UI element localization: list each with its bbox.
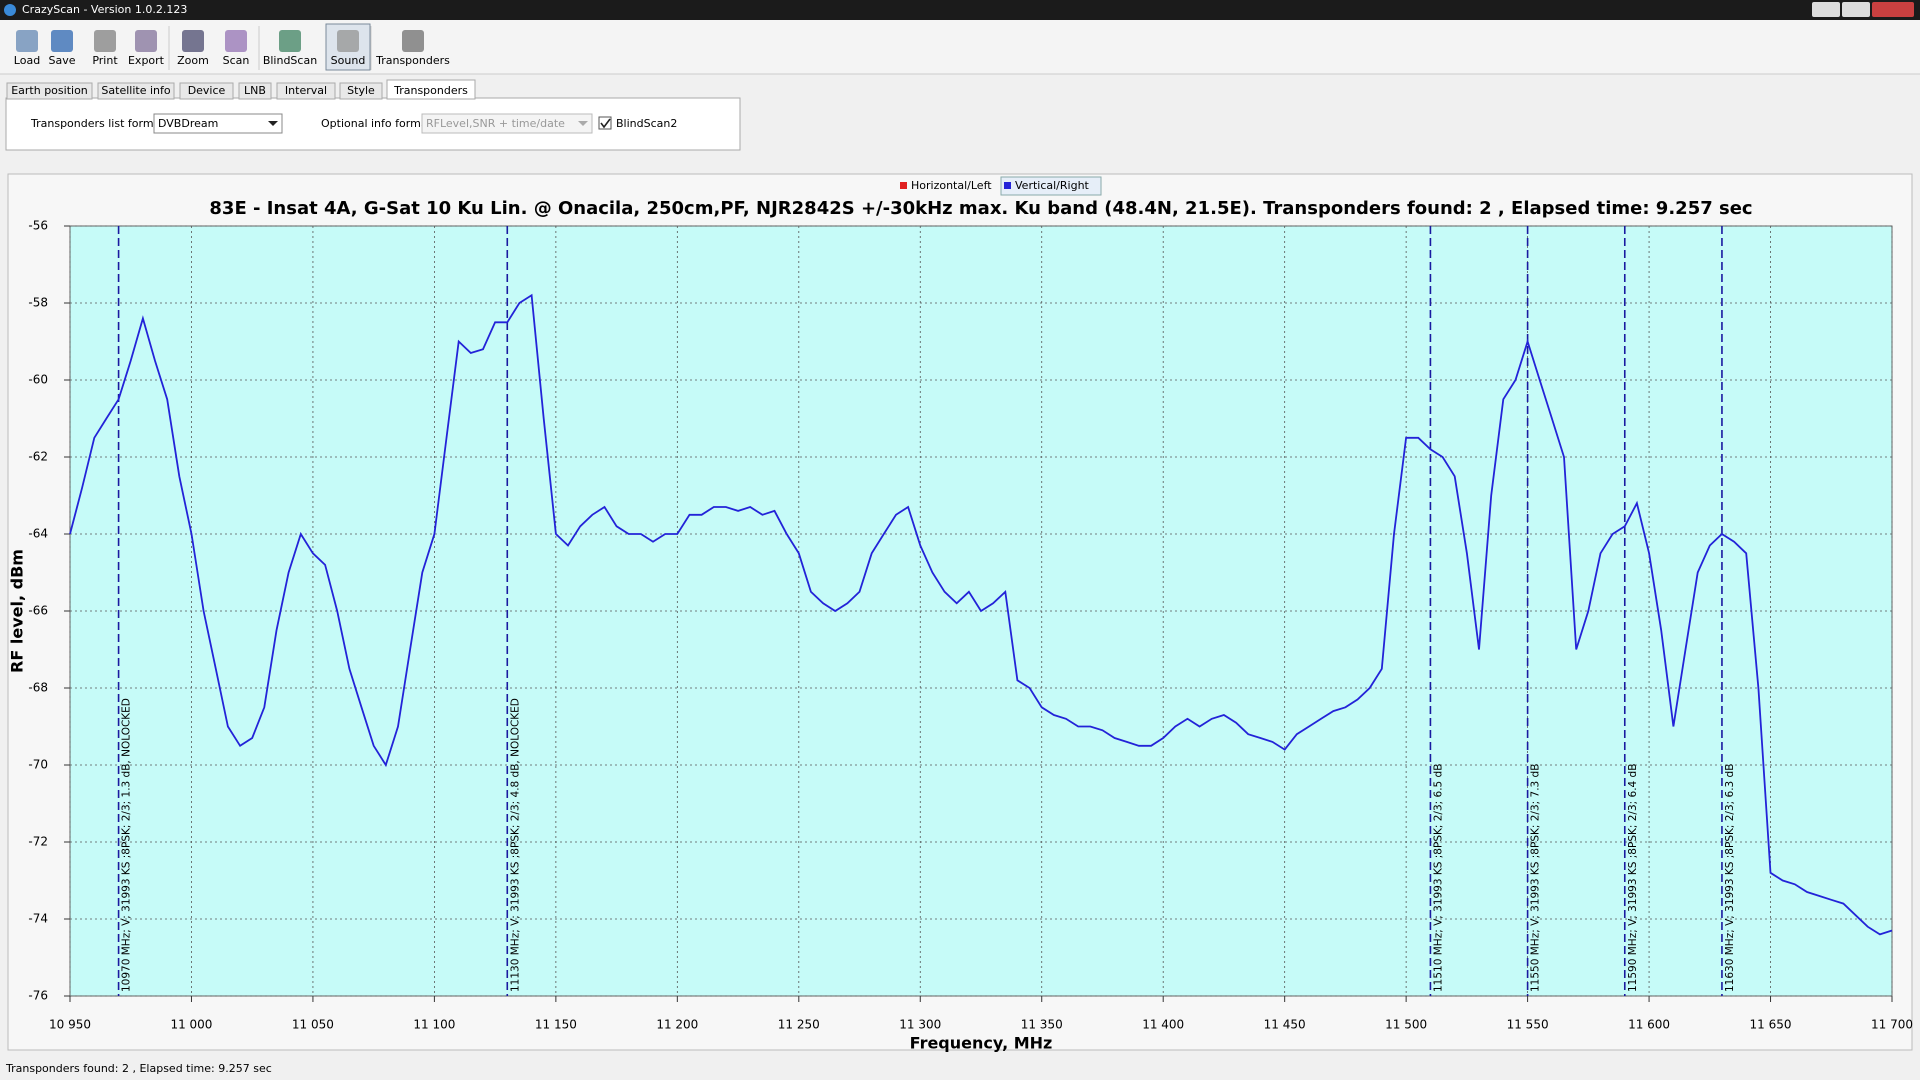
toolbar-icon[interactable] (182, 30, 204, 52)
x-tick-label: 11 400 (1142, 1018, 1184, 1032)
x-tick-label: 11 350 (1021, 1018, 1063, 1032)
x-tick-label: 11 550 (1507, 1018, 1549, 1032)
toolbar-icon[interactable] (16, 30, 38, 52)
close-button[interactable] (1872, 2, 1914, 17)
app-icon (4, 4, 16, 16)
toolbar-label[interactable]: Print (92, 54, 118, 67)
data-line (69, 293, 1893, 936)
tab-label[interactable]: Interval (285, 84, 327, 97)
tab-label[interactable]: LNB (244, 84, 266, 97)
y-tick-label: -70 (28, 758, 48, 772)
tab-label[interactable]: Device (188, 84, 226, 97)
transponder-label: 11590 MHz; V; 31993 KS ;8PSK; 2/3; 6.4 d… (1627, 764, 1639, 992)
x-tick-label: 11 300 (899, 1018, 941, 1032)
tab[interactable] (97, 82, 175, 100)
legend-selected (1000, 176, 1102, 196)
x-tick-label: 11 700 (1871, 1018, 1913, 1032)
tab-label[interactable]: Style (347, 84, 375, 97)
y-axis-label: RF level, dBm (8, 549, 27, 673)
transponder-label: 10970 MHz; V; 31993 KS ;8PSK; 2/3; 1.3 d… (121, 698, 133, 992)
toolbar-label[interactable]: Transponders (375, 54, 450, 67)
transponder-label: 11130 MHz; V; 31993 KS ;8PSK; 2/3; 4.8 d… (509, 698, 521, 992)
tab-label[interactable]: Earth position (11, 84, 88, 97)
y-tick-label: -56 (28, 219, 48, 233)
y-tick-label: -66 (28, 604, 48, 618)
toolbar-icon[interactable] (225, 30, 247, 52)
y-tick-label: -76 (28, 989, 48, 1003)
list-format-combo[interactable] (153, 113, 283, 134)
toolbar-label[interactable]: Zoom (177, 54, 209, 67)
legend-label[interactable]: Vertical/Right (1015, 179, 1090, 192)
legend-swatch[interactable] (900, 182, 907, 189)
check-mark[interactable] (600, 118, 611, 129)
status-text: Transponders found: 2 , Elapsed time: 9.… (5, 1062, 272, 1075)
info-format-combo (421, 113, 593, 134)
toolbar-label[interactable]: Scan (223, 54, 250, 67)
toolbar-label[interactable]: Sound (331, 54, 366, 67)
y-tick-label: -74 (28, 912, 48, 926)
toolbar-icon[interactable] (279, 30, 301, 52)
transponder-label: 11550 MHz; V; 31993 KS ;8PSK; 2/3; 7.3 d… (1530, 764, 1542, 992)
x-tick-label: 11 500 (1385, 1018, 1427, 1032)
tab[interactable] (386, 79, 476, 100)
blindscan-checkbox[interactable] (598, 116, 612, 130)
tab[interactable] (179, 82, 234, 100)
tab-label[interactable]: Transponders (393, 84, 468, 97)
tab[interactable] (276, 82, 336, 100)
legend-swatch[interactable] (1004, 182, 1011, 189)
toolbar-icon[interactable] (337, 30, 359, 52)
transponder-label: 11630 MHz; V; 31993 KS ;8PSK; 2/3; 6.3 d… (1724, 764, 1736, 992)
y-tick-label: -68 (28, 681, 48, 695)
toolbar-icon[interactable] (94, 30, 116, 52)
blindscan-label[interactable]: BlindScan2 (616, 117, 677, 130)
transponder-label: 11510 MHz; V; 31993 KS ;8PSK; 2/3; 6.5 d… (1432, 764, 1444, 992)
status-bar (0, 1058, 1920, 1080)
y-tick-label: -62 (28, 450, 48, 464)
toolbar (0, 20, 1920, 74)
combo-arrow (578, 121, 588, 126)
x-tick-label: 10 950 (49, 1018, 91, 1032)
y-tick-label: -60 (28, 373, 48, 387)
x-tick-label: 11 150 (535, 1018, 577, 1032)
toolbar-label[interactable]: Save (48, 54, 75, 67)
x-tick-label: 11 650 (1750, 1018, 1792, 1032)
x-tick-label: 11 000 (170, 1018, 212, 1032)
maximize-button[interactable] (1842, 2, 1870, 17)
y-tick-label: -58 (28, 296, 48, 310)
legend-label[interactable]: Horizontal/Left (911, 179, 992, 192)
list-format-label: Transponders list format (30, 117, 165, 130)
toolbar-icon[interactable] (135, 30, 157, 52)
x-tick-label: 11 050 (292, 1018, 334, 1032)
x-tick-label: 11 100 (413, 1018, 455, 1032)
combo-arrow[interactable] (268, 121, 278, 126)
tab[interactable] (6, 82, 93, 100)
y-tick-label: -72 (28, 835, 48, 849)
tab[interactable] (238, 82, 272, 100)
tab-label[interactable]: Satellite info (101, 84, 170, 97)
x-tick-label: 11 450 (1264, 1018, 1306, 1032)
x-tick-label: 11 200 (656, 1018, 698, 1032)
tab[interactable] (339, 82, 383, 100)
x-tick-label: 11 600 (1628, 1018, 1670, 1032)
y-tick-label: -64 (28, 527, 48, 541)
settings-panel (5, 97, 741, 151)
list-format-value[interactable]: DVBDream (158, 117, 218, 130)
info-format-value: RFLevel,SNR + time/date (426, 117, 565, 130)
toolbar-label[interactable]: Load (14, 54, 40, 67)
window-title: CrazyScan - Version 1.0.2.123 (22, 3, 187, 16)
chart-title: 83E - Insat 4A, G-Sat 10 Ku Lin. @ Onaci… (209, 198, 1752, 219)
toolbar-label[interactable]: BlindScan (263, 54, 317, 67)
x-axis-label: Frequency, MHz (910, 1034, 1053, 1053)
x-tick-label: 11 250 (778, 1018, 820, 1032)
toolbar-icon[interactable] (402, 30, 424, 52)
toolbar-label[interactable]: Export (128, 54, 165, 67)
info-format-label: Optional info format (321, 117, 433, 130)
minimize-button[interactable] (1812, 2, 1840, 17)
toolbar-icon[interactable] (51, 30, 73, 52)
title-bar (0, 0, 1920, 20)
